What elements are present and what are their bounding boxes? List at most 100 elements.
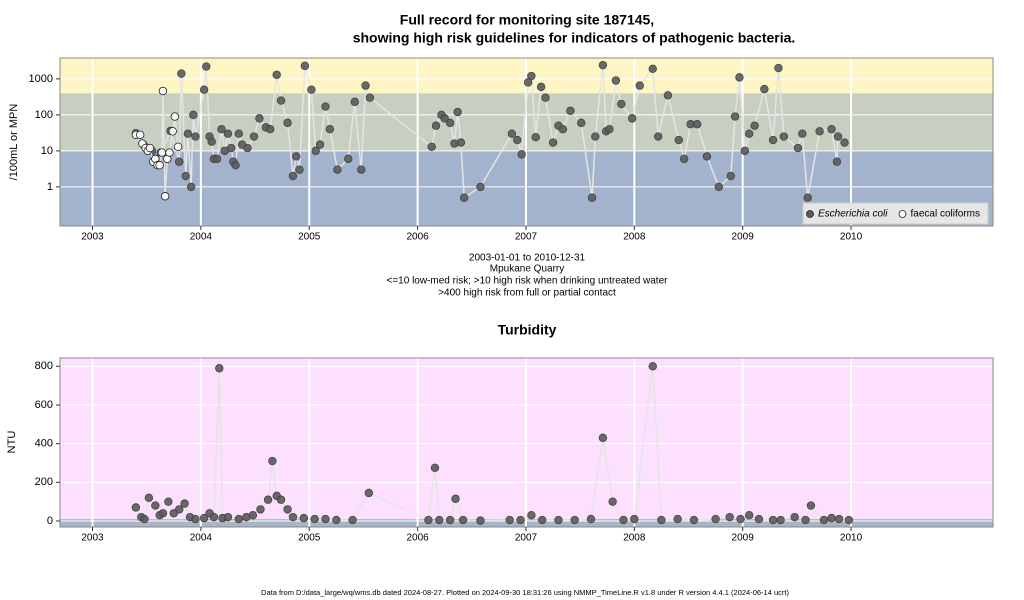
data-point: [283, 118, 292, 128]
data-point: [673, 514, 682, 524]
data-point: [815, 127, 824, 136]
x-tick-label: 2006: [406, 533, 429, 544]
data-point: [570, 515, 579, 525]
data-point: [255, 114, 264, 123]
y-tick-label: 800: [35, 360, 53, 372]
data-point: [586, 514, 596, 524]
data-point: [674, 135, 683, 145]
data-point: [527, 511, 536, 520]
data-point: [145, 143, 155, 153]
data-point: [174, 157, 184, 166]
data-point: [207, 137, 216, 146]
data-point: [283, 505, 292, 514]
plot-frame: [59, 357, 994, 528]
data-point: [215, 364, 224, 373]
data-point: [140, 514, 149, 524]
data-point: [648, 64, 657, 74]
data-point: [361, 81, 370, 90]
data-point: [689, 515, 699, 525]
y-tick-label: 400: [35, 438, 53, 450]
data-point: [431, 121, 441, 130]
data-point: [536, 82, 546, 92]
chart-title: Full record for monitoring site 187145,: [400, 12, 654, 28]
data-point: [315, 140, 325, 149]
data-point: [272, 70, 281, 79]
x-tick-label: 2005: [298, 533, 321, 544]
data-point: [217, 125, 226, 134]
data-point: [538, 515, 547, 525]
x-tick-label: 2007: [515, 232, 538, 243]
data-point: [344, 154, 353, 164]
data-point: [587, 193, 597, 202]
data-point: [170, 112, 180, 121]
data-point: [730, 112, 740, 121]
data-point: [223, 512, 233, 522]
data-point: [702, 152, 712, 161]
legend-box: [802, 202, 989, 225]
data-point: [234, 129, 243, 138]
data-point: [173, 142, 183, 151]
x-tick-label: 2008: [623, 232, 646, 243]
data-point: [827, 513, 836, 523]
data-point: [627, 114, 637, 123]
caption: >400 high risk from full or partial cont…: [438, 288, 616, 299]
data-point: [151, 501, 160, 510]
data-point: [554, 515, 563, 525]
x-tick-label: 2003: [81, 533, 104, 544]
data-point: [212, 154, 222, 164]
data-point: [160, 192, 170, 201]
data-point: [803, 193, 812, 202]
data-point: [744, 129, 754, 138]
data-point: [157, 148, 167, 157]
data-point: [227, 143, 236, 153]
data-point: [295, 165, 304, 174]
data-point: [321, 102, 330, 111]
data-point: [299, 513, 309, 523]
data-point: [325, 125, 335, 134]
data-point: [321, 514, 330, 524]
data-point: [630, 514, 639, 524]
data-point: [223, 129, 233, 138]
x-tick-label: 2003: [81, 232, 104, 243]
data-point: [750, 121, 759, 130]
data-point: [476, 516, 485, 525]
data-point: [798, 129, 807, 138]
data-point: [181, 171, 190, 181]
data-point: [332, 515, 341, 525]
data-point: [292, 152, 301, 161]
x-tick-label: 2010: [840, 533, 863, 544]
data-point: [268, 456, 277, 466]
data-point: [333, 165, 342, 174]
data-point: [459, 193, 469, 202]
data-point: [300, 61, 310, 71]
data-point: [648, 362, 657, 371]
data-point: [608, 497, 617, 506]
caption: 2003-01-01 to 2010-12-31: [469, 253, 586, 264]
data-point: [209, 512, 219, 522]
x-tick-label: 2007: [515, 533, 538, 544]
x-tick-label: 2008: [623, 533, 646, 544]
y-tick-label: 10: [41, 145, 53, 157]
y-tick-label: 200: [35, 476, 53, 488]
data-point: [234, 514, 243, 524]
data-point: [135, 130, 145, 139]
data-point: [774, 63, 783, 73]
data-point: [440, 114, 449, 123]
data-point: [451, 494, 460, 503]
data-point: [424, 515, 433, 525]
data-point: [263, 495, 273, 504]
data-point: [768, 135, 778, 145]
data-point: [779, 132, 789, 141]
data-point: [726, 171, 735, 181]
legend: Escherichia coli faecal coliforms: [802, 202, 989, 225]
data-point: [598, 433, 608, 443]
x-tick-label: 2004: [190, 533, 213, 544]
data-point: [158, 509, 168, 518]
y-axis-label: NTU: [6, 431, 18, 454]
data-point: [653, 132, 663, 141]
data-point: [735, 73, 744, 82]
data-point: [165, 148, 174, 157]
chart-title: Turbidity: [498, 322, 557, 338]
data-point: [180, 499, 189, 508]
y-tick-label: 1: [47, 181, 53, 193]
